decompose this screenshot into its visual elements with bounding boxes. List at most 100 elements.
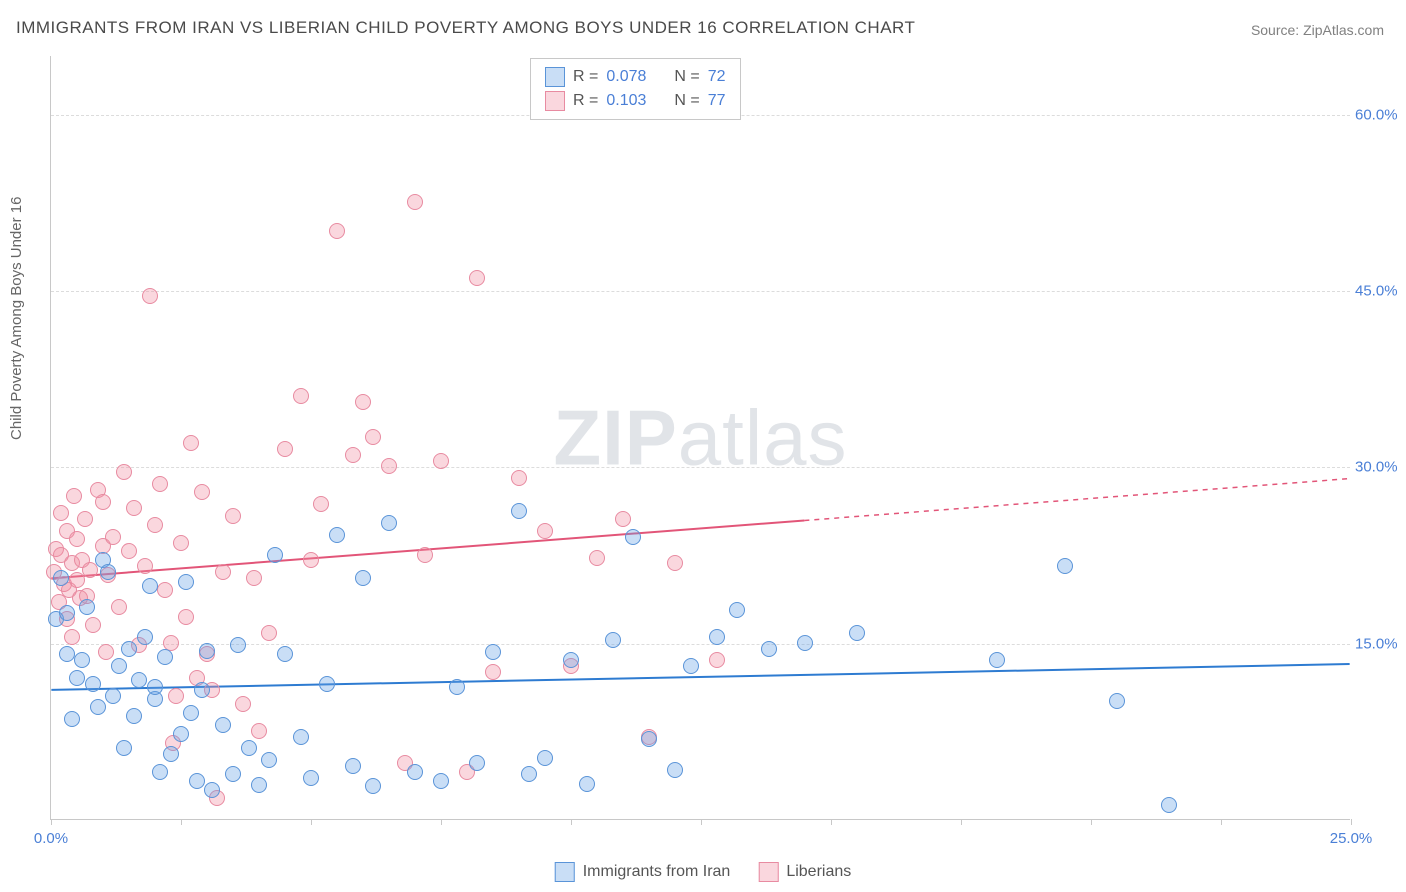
iran-point: [194, 682, 210, 698]
iran-point: [126, 708, 142, 724]
iran-point: [683, 658, 699, 674]
iran-point: [381, 515, 397, 531]
iran-point: [485, 644, 501, 660]
liberia-point: [667, 555, 683, 571]
liberia-point: [105, 529, 121, 545]
x-tick: [571, 819, 572, 825]
iran-point: [345, 758, 361, 774]
y-tick-label: 30.0%: [1355, 459, 1406, 476]
liberia-point: [381, 458, 397, 474]
iran-point: [563, 652, 579, 668]
iran-point: [355, 570, 371, 586]
liberia-point: [261, 625, 277, 641]
iran-point: [64, 711, 80, 727]
iran-point: [204, 782, 220, 798]
iran-point: [521, 766, 537, 782]
x-tick: [1221, 819, 1222, 825]
liberia-point: [345, 447, 361, 463]
liberia-point: [469, 270, 485, 286]
liberia-point: [313, 496, 329, 512]
gridline: [51, 291, 1350, 292]
liberia-point: [173, 535, 189, 551]
series-legend: Immigrants from Iran Liberians: [555, 862, 852, 882]
liberia-point: [126, 500, 142, 516]
liberia-point: [365, 429, 381, 445]
liberia-point: [66, 488, 82, 504]
liberia-point: [277, 441, 293, 457]
iran-point: [641, 731, 657, 747]
iran-point: [1161, 797, 1177, 813]
x-tick: [311, 819, 312, 825]
source-note: Source: ZipAtlas.com: [1251, 22, 1384, 38]
liberia-point: [157, 582, 173, 598]
liberia-point: [709, 652, 725, 668]
liberia-point: [355, 394, 371, 410]
liberia-point: [407, 194, 423, 210]
iran-point: [90, 699, 106, 715]
y-tick-label: 45.0%: [1355, 283, 1406, 300]
liberia-point: [95, 494, 111, 510]
iran-point: [59, 605, 75, 621]
liberia-point: [251, 723, 267, 739]
correlation-legend: R = 0.078 N = 72 R = 0.103 N = 77: [530, 58, 741, 120]
iran-point: [178, 574, 194, 590]
iran-point: [433, 773, 449, 789]
iran-point: [293, 729, 309, 745]
y-axis-label: Child Poverty Among Boys Under 16: [8, 197, 25, 440]
iran-point: [1057, 558, 1073, 574]
iran-point: [407, 764, 423, 780]
iran-point: [303, 770, 319, 786]
liberia-swatch-icon: [545, 91, 565, 111]
n-value: 77: [708, 92, 726, 110]
liberia-point: [235, 696, 251, 712]
x-tick-label: 0.0%: [34, 830, 68, 847]
iran-point: [183, 705, 199, 721]
x-tick: [701, 819, 702, 825]
legend-item-iran: Immigrants from Iran: [555, 862, 731, 882]
liberia-point: [64, 629, 80, 645]
iran-point: [251, 777, 267, 793]
r-value: 0.078: [606, 68, 646, 86]
x-tick: [51, 819, 52, 825]
iran-point: [121, 641, 137, 657]
liberia-point: [77, 511, 93, 527]
iran-point: [469, 755, 485, 771]
iran-point: [449, 679, 465, 695]
liberia-point: [537, 523, 553, 539]
liberia-point: [152, 476, 168, 492]
liberia-point: [142, 288, 158, 304]
y-tick-label: 15.0%: [1355, 635, 1406, 652]
chart-title: IMMIGRANTS FROM IRAN VS LIBERIAN CHILD P…: [16, 18, 915, 38]
iran-point: [199, 643, 215, 659]
iran-point: [989, 652, 1005, 668]
n-value: 72: [708, 68, 726, 86]
watermark: ZIPatlas: [553, 392, 847, 483]
iran-point: [267, 547, 283, 563]
iran-trend-line: [51, 664, 1349, 690]
liberia-point: [183, 435, 199, 451]
iran-point: [319, 676, 335, 692]
liberia-point: [69, 572, 85, 588]
x-tick: [181, 819, 182, 825]
liberia-point: [417, 547, 433, 563]
liberia-point: [511, 470, 527, 486]
liberia-point: [121, 543, 137, 559]
iran-point: [365, 778, 381, 794]
iran-point: [85, 676, 101, 692]
iran-point: [230, 637, 246, 653]
iran-point: [116, 740, 132, 756]
iran-point: [189, 773, 205, 789]
legend-row-liberia: R = 0.103 N = 77: [545, 89, 726, 113]
n-label: N =: [674, 68, 699, 86]
liberia-point: [178, 609, 194, 625]
liberia-point: [137, 558, 153, 574]
liberia-point: [293, 388, 309, 404]
x-tick-label: 25.0%: [1330, 830, 1373, 847]
iran-point: [105, 688, 121, 704]
x-tick: [1091, 819, 1092, 825]
iran-point: [797, 635, 813, 651]
liberia-point: [85, 617, 101, 633]
liberia-point: [329, 223, 345, 239]
iran-point: [215, 717, 231, 733]
iran-point: [74, 652, 90, 668]
